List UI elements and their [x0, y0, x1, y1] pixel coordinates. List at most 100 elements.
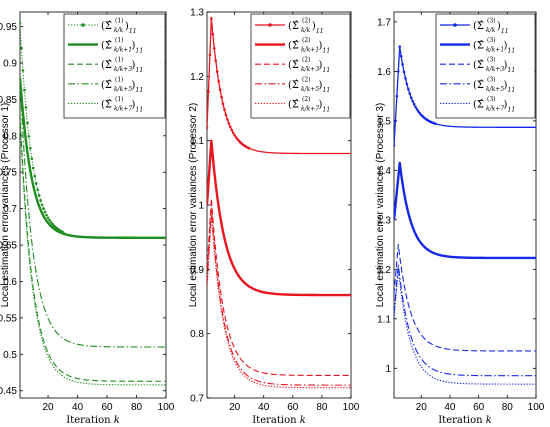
legend-label: (Σ̂ (3) k/k+1) 11 [473, 37, 515, 55]
y-tick-label: 1.2 [190, 72, 204, 83]
legend-label-paren: ) [504, 41, 508, 52]
legend-label-processor: (2) [302, 37, 311, 44]
y-tick-label: 0.8 [190, 329, 204, 340]
series-line-2 [20, 77, 166, 239]
legend-label: (Σ̂ (2) k/k+5) 11 [288, 76, 330, 94]
legend-label-subscript: k/k+3 [301, 66, 319, 73]
data-point [207, 90, 210, 93]
legend-label-index: 11 [508, 48, 516, 55]
legend-box [63, 13, 166, 119]
legend-label-paren: ) [312, 21, 316, 32]
legend-label-processor: (1) [115, 57, 124, 64]
legend-label: (Σ̂ (3) k/k+7) 11 [473, 96, 515, 114]
legend-label-index: 11 [136, 67, 144, 74]
data-point [223, 108, 226, 111]
data-point [405, 82, 409, 86]
series-line-5 [394, 268, 536, 385]
legend-label-subscript: k/k+5 [301, 86, 319, 93]
legend-label-sigma: (Σ̂ [288, 41, 299, 52]
legend: (Σ̂ (2)k/k) 11(Σ̂ (2)k/k+1) 11(Σ̂ (2)k/k+3) 11… [250, 13, 351, 119]
y-tick-label: 0.8 [3, 131, 17, 142]
y-axis-label: Local estimation error variances (Proces… [0, 103, 11, 308]
data-point [233, 133, 236, 137]
legend-label-index: 11 [508, 67, 516, 74]
series-line-2 [207, 139, 351, 297]
data-point [231, 131, 235, 135]
legend-label-index: 11 [129, 28, 137, 35]
data-point [48, 218, 51, 222]
legend-label-sigma: (Σ̂ [101, 80, 112, 91]
legend-label-index: 11 [323, 48, 331, 55]
legend-label-index: 11 [136, 106, 144, 113]
series-line-4 [20, 77, 166, 348]
legend-label-subscript: k/k [114, 27, 124, 34]
y-tick-label: 1.7 [377, 17, 391, 28]
legend-label-processor: (1) [115, 37, 124, 44]
data-point [207, 126, 209, 130]
data-point [409, 96, 413, 99]
legend-label-index: 11 [508, 106, 516, 113]
legend-label-processor: (3) [487, 37, 496, 44]
legend-label-processor: (1) [115, 18, 124, 25]
legend-label-index: 11 [323, 87, 331, 94]
chart-panel-3: 1 1.1 1.2 1.3 1.4 1.5 1.6 1.7 20 40 60 80 100 Iterati… [375, 11, 545, 426]
data-point [36, 188, 39, 192]
data-point [42, 207, 45, 210]
data-point [29, 146, 32, 150]
x-tick-label: 100 [158, 402, 175, 413]
x-tick-label: 60 [101, 402, 113, 413]
legend-label-paren: ) [132, 99, 136, 110]
legend-label: (Σ̂ (2) k/k+7) 11 [288, 96, 330, 114]
legend-label-sigma: (Σ̂ [101, 41, 112, 52]
y-tick-label: 1.1 [190, 136, 204, 147]
legend-label-sigma: (Σ̂ [473, 99, 484, 110]
series-markers-1 [394, 45, 437, 147]
data-point [224, 113, 228, 117]
legend-box [250, 13, 351, 119]
series-markers-1 [207, 17, 251, 150]
data-point [43, 210, 47, 214]
data-point [39, 199, 42, 202]
data-point [412, 102, 416, 106]
y-tick-label: 0.9 [3, 58, 17, 69]
legend-label-processor: (2) [302, 96, 311, 103]
legend-label-paren: ) [319, 41, 323, 52]
data-point [395, 94, 399, 98]
legend-label-sigma: (Σ̂ [288, 60, 299, 71]
data-point [397, 70, 400, 73]
data-point [211, 33, 215, 36]
y-tick-label: 1 [198, 201, 204, 212]
legend-label: (Σ̂ (3) k/k+3) 11 [473, 57, 515, 74]
plot-frame [19, 11, 167, 399]
data-point [247, 146, 251, 150]
legend-label-processor: (2) [302, 57, 311, 64]
data-point [401, 63, 404, 66]
x-tick-label: 100 [528, 402, 545, 413]
legend-marker [453, 23, 457, 27]
legend-label: (Σ̂ (3) k/k) 11 [473, 18, 509, 36]
legend-label-paren: ) [319, 99, 323, 110]
data-point [399, 54, 403, 58]
chart-panel-2: 0.7 0.8 0.9 1 1.1 1.2 1.3 20 40 60 80 100 Iteration … [188, 8, 360, 427]
y-axis-label: Local estimation error variances (Proces… [375, 103, 386, 308]
legend-label-sigma: (Σ̂ [473, 60, 484, 71]
x-tick-label: 60 [287, 402, 299, 413]
legend-label-subscript: k/k+3 [114, 66, 132, 73]
legend-label-processor: (3) [487, 96, 496, 103]
y-tick-label: 0.9 [190, 265, 204, 276]
y-tick-label: 0.7 [3, 204, 17, 215]
legend-label: (Σ̂ (1) k/k+1) 11 [101, 37, 143, 55]
legend-label-paren: ) [319, 60, 323, 71]
data-point [20, 46, 23, 50]
data-point [220, 95, 223, 99]
legend-label-processor: (3) [487, 76, 496, 83]
data-point [402, 70, 406, 74]
x-axis-label: Iteration k [252, 415, 306, 426]
data-point [215, 70, 219, 73]
legend-label-processor: (1) [115, 96, 124, 103]
legend-label-subscript: k/k+1 [301, 47, 319, 54]
y-tick-label: 1.5 [377, 116, 391, 127]
legend-label: (Σ̂ (2) k/k+1) 11 [288, 37, 330, 55]
legend: (Σ̂ (3)k/k) 11(Σ̂ (3)k/k+1) 11 (Σ̂ (3)k/k+3) 11… [435, 13, 536, 119]
legend-label-index: 11 [316, 28, 324, 35]
